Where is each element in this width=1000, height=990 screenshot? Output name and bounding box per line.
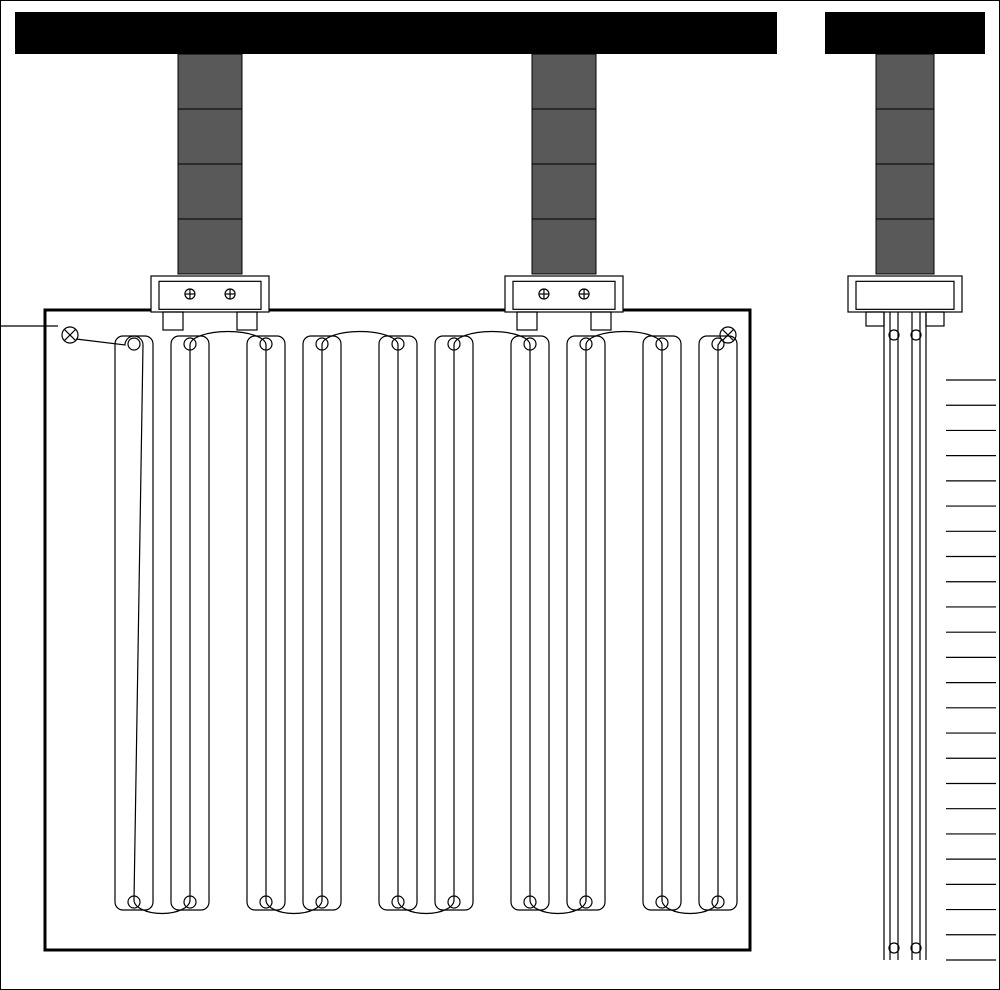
roller-slots xyxy=(115,336,737,910)
slot-0-0 xyxy=(115,336,153,910)
side-ruler xyxy=(946,380,996,960)
support-column-0 xyxy=(178,54,242,274)
side-support-column xyxy=(876,54,934,274)
side-top-beam xyxy=(825,12,985,54)
side-bracket xyxy=(848,276,962,326)
support-column-1 xyxy=(532,54,596,274)
corner-mark-left xyxy=(62,327,78,343)
slot-pair-0 xyxy=(115,336,209,910)
slot-pair-2 xyxy=(379,336,473,910)
image-border xyxy=(1,1,1000,990)
slot-pair-1 xyxy=(247,336,341,910)
top-beam xyxy=(15,12,777,54)
side-view xyxy=(825,12,996,960)
engineering-drawing xyxy=(0,0,1000,990)
mount-bracket-1 xyxy=(505,276,623,330)
side-rods xyxy=(884,312,926,960)
thread-path xyxy=(76,332,722,914)
front-view xyxy=(0,12,777,950)
mount-bracket-0 xyxy=(151,276,269,330)
slot-pair-4 xyxy=(643,336,737,910)
slot-pair-3 xyxy=(511,336,605,910)
